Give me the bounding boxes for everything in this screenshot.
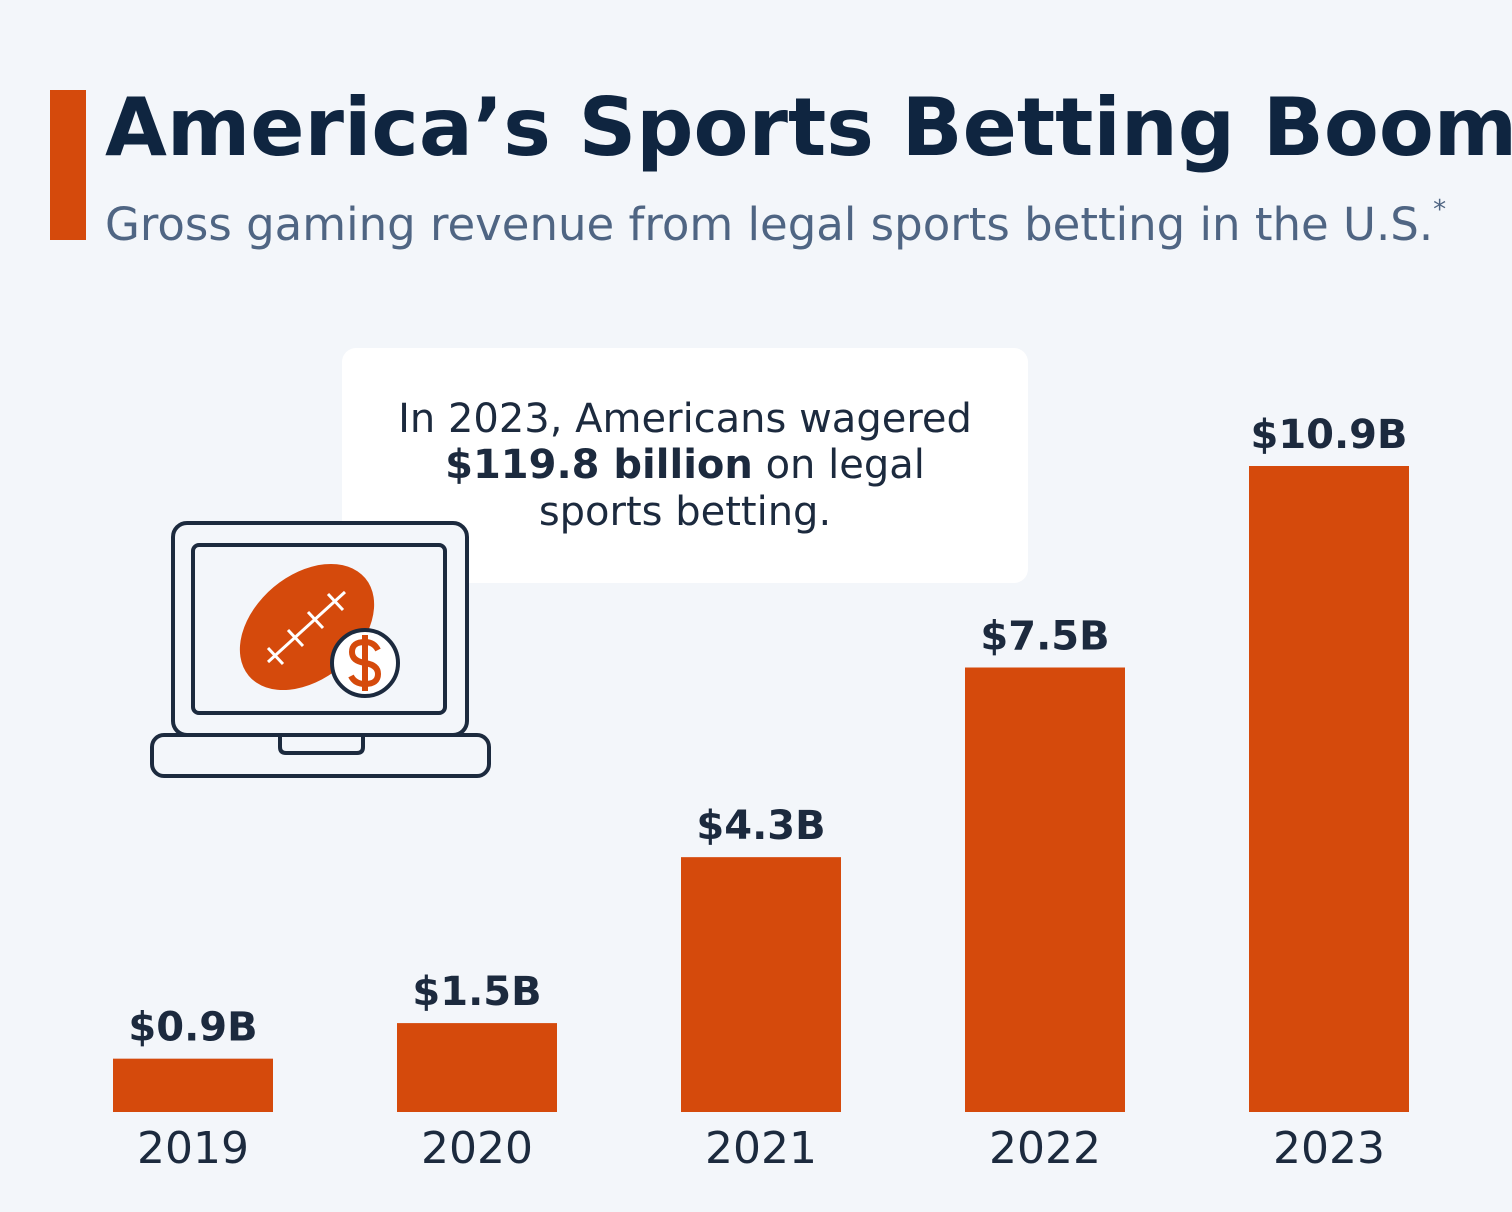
laptop-base xyxy=(150,733,491,778)
bar xyxy=(397,1023,557,1112)
annotation-box xyxy=(342,348,1028,583)
footnote-marker: * xyxy=(1433,195,1446,225)
annotation-line: sports betting. xyxy=(539,489,831,535)
value-label: $0.9B xyxy=(128,1005,257,1051)
laptop-icon xyxy=(150,521,491,778)
laptop-notch xyxy=(278,735,365,755)
dollar-sign xyxy=(348,635,382,691)
x-tick-label: 2022 xyxy=(989,1123,1101,1174)
value-label: $10.9B xyxy=(1250,412,1407,458)
x-tick-label: 2023 xyxy=(1273,1123,1385,1174)
value-label: $1.5B xyxy=(412,969,541,1015)
value-label: $7.5B xyxy=(980,614,1109,660)
x-tick-label: 2019 xyxy=(137,1123,249,1174)
chart-subtitle: Gross gaming revenue from legal sports b… xyxy=(105,195,1446,251)
bar xyxy=(113,1058,273,1112)
annotation-line: In 2023, Americans wagered xyxy=(398,396,972,442)
football-laces xyxy=(266,590,347,666)
title-accent xyxy=(50,90,86,240)
annotation-line: $119.8 billion on legal xyxy=(445,442,925,488)
value-label: $4.3B xyxy=(696,803,825,849)
bar xyxy=(1249,466,1409,1112)
x-tick-label: 2021 xyxy=(705,1123,817,1174)
annotation-text: on legal xyxy=(766,442,925,488)
subtitle-text: Gross gaming revenue from legal sports b… xyxy=(105,198,1433,251)
annotation-bold: $119.8 billion xyxy=(445,442,753,488)
bar xyxy=(965,667,1125,1112)
bar xyxy=(681,857,841,1112)
x-tick-label: 2020 xyxy=(421,1123,533,1174)
chart-title: America’s Sports Betting Boom xyxy=(105,81,1512,174)
